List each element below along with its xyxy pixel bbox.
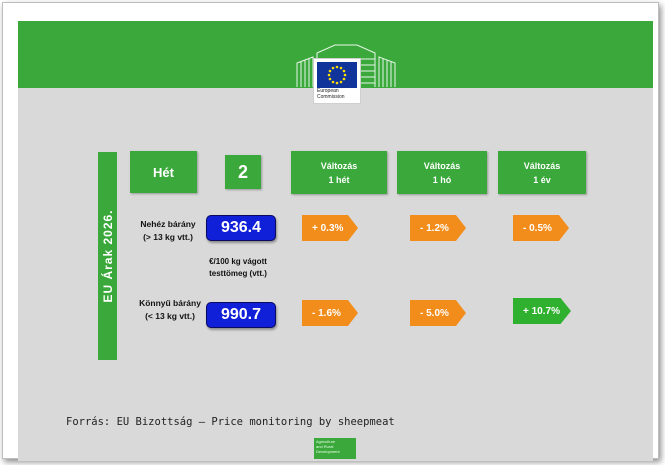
row-light-name: Könnyű bárány	[139, 298, 201, 308]
change-light-year-value: + 10.7%	[523, 305, 560, 317]
change-light-week: - 1.6%	[302, 300, 358, 326]
change-heavy-week: + 0.3%	[302, 215, 358, 241]
sidebar-title: EU Árak 2026.	[100, 209, 115, 303]
change-light-month-value: - 5.0%	[420, 307, 449, 319]
change-light-year: + 10.7%	[513, 298, 571, 324]
change-heavy-year-value: - 0.5%	[523, 222, 552, 234]
footer-line3: Development	[316, 449, 340, 454]
source-text: Forrás: EU Bizottság – Price monitoring …	[66, 416, 395, 428]
week-number-box: 2	[225, 155, 261, 189]
change-month-line2: 1 hó	[432, 174, 452, 185]
change-heavy-week-value: + 0.3%	[312, 222, 344, 234]
price-heavy-value: 936.4	[220, 219, 262, 236]
change-week-line2: 1 hét	[328, 174, 350, 185]
change-heavy-year: - 0.5%	[513, 215, 569, 241]
eu-flag-icon	[317, 62, 357, 88]
row-heavy-name: Nehéz bárány	[140, 219, 196, 229]
price-light: 990.7	[206, 302, 276, 328]
change-light-month: - 5.0%	[410, 300, 466, 326]
change-month-header: Változás 1 hó	[397, 151, 487, 194]
row-light-label: Könnyű bárány (< 13 kg vtt.)	[126, 297, 214, 323]
change-year-header: Változás 1 év	[498, 151, 586, 194]
change-year-line2: 1 év	[533, 174, 551, 185]
unit-line2: testtömeg (vtt.)	[209, 269, 267, 278]
week-label-box: Hét	[130, 151, 197, 193]
change-week-header: Változás 1 hét	[291, 151, 387, 194]
price-light-value: 990.7	[220, 306, 262, 323]
price-heavy: 936.4	[206, 215, 276, 241]
logo-text: European Commission	[317, 88, 345, 100]
slide: European Commission EU Árak 2026. Hét 2 …	[18, 21, 653, 461]
footer-line2: and Rural	[316, 444, 334, 449]
change-year-line1: Változás	[523, 160, 561, 171]
year-sidebar: EU Árak 2026.	[98, 152, 117, 360]
logo-line2: Commission	[317, 94, 345, 100]
change-week-line1: Változás	[320, 160, 358, 171]
european-commission-logo: European Commission	[313, 58, 361, 104]
week-number: 2	[237, 161, 248, 182]
change-heavy-month-value: - 1.2%	[420, 222, 449, 234]
unit-line1: €/100 kg vágott	[209, 257, 267, 266]
row-light-weight: (< 13 kg vtt.)	[145, 311, 195, 321]
change-light-week-value: - 1.6%	[312, 307, 341, 319]
dg-agri-logo: Agriculture and Rural Development	[314, 438, 356, 459]
week-label: Hét	[153, 164, 174, 180]
unit-label: €/100 kg vágott testtömeg (vtt.)	[188, 256, 288, 280]
row-heavy-label: Nehéz bárány (> 13 kg vtt.)	[126, 218, 210, 244]
footer-line1: Agriculture	[316, 439, 336, 444]
row-heavy-weight: (> 13 kg vtt.)	[143, 232, 193, 242]
slide-frame: European Commission EU Árak 2026. Hét 2 …	[2, 2, 659, 461]
change-month-line1: Változás	[423, 160, 461, 171]
change-heavy-month: - 1.2%	[410, 215, 466, 241]
logo-line1: European	[317, 88, 339, 94]
